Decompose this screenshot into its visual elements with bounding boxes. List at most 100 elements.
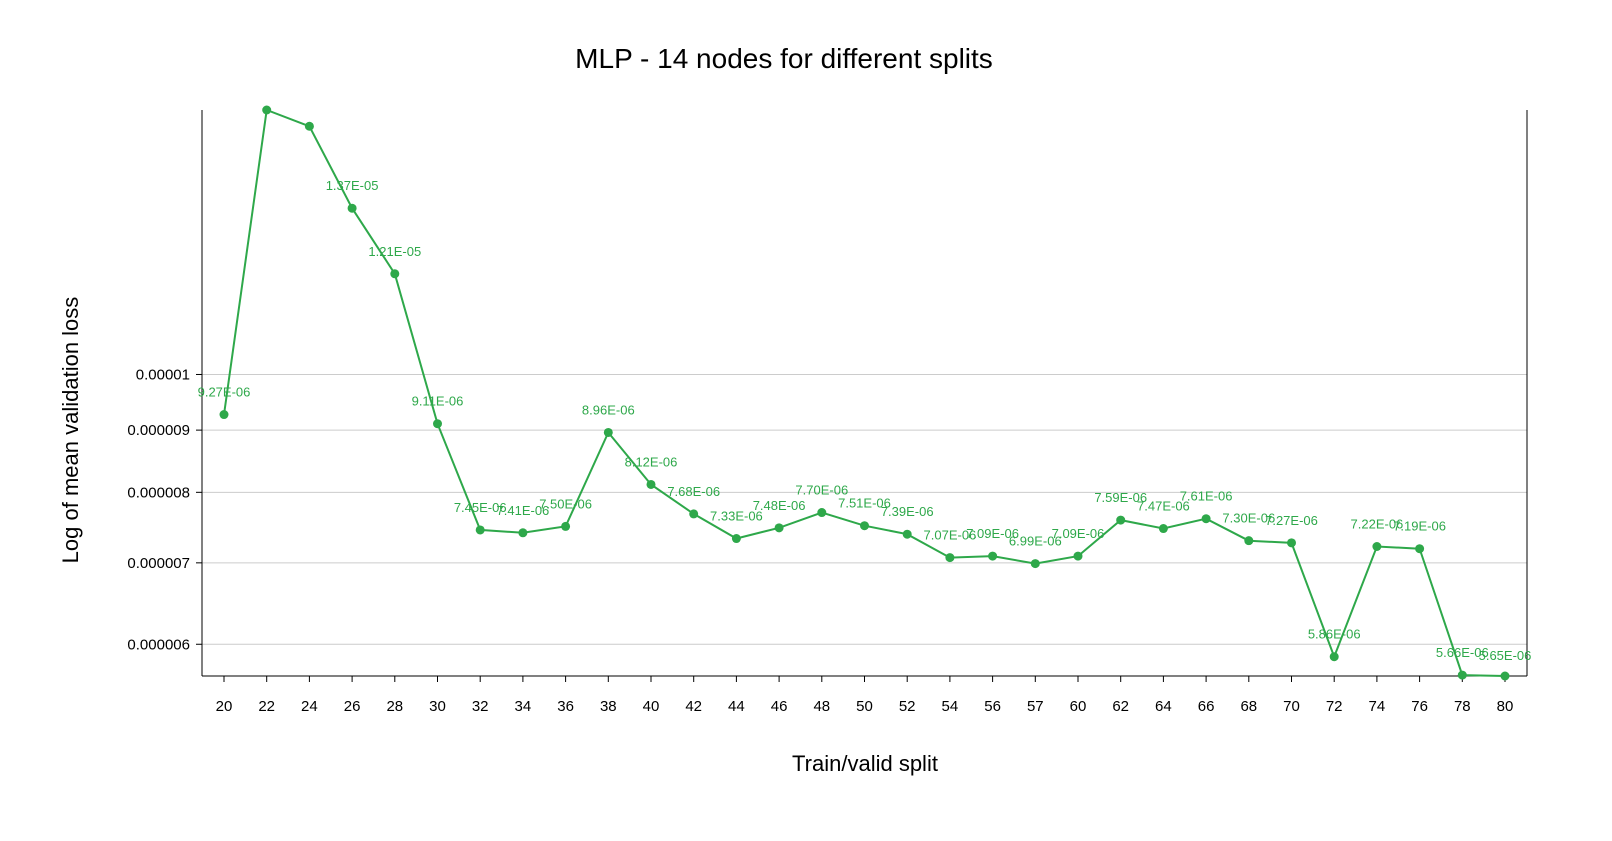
data-label-30: 5.65E-06 <box>1479 648 1532 663</box>
data-label-28: 7.19E-06 <box>1393 519 1446 534</box>
y-tick-label-3: 0.000009 <box>127 422 190 439</box>
data-point-14 <box>817 508 827 518</box>
data-point-5 <box>433 419 442 429</box>
data-labels: 9.27E-06 1.37E-05 1.21E-05 9.11E-06 7.45E-06… <box>198 178 1532 663</box>
data-label-20: 7.09E-06 <box>1052 526 1105 541</box>
data-point-9 <box>603 427 613 437</box>
x-tick-label-24: 68 <box>1240 698 1257 715</box>
data-label-3: 1.37E-05 <box>326 178 379 193</box>
x-tick-label-13: 46 <box>771 698 788 715</box>
x-tick-label-14: 48 <box>813 698 830 715</box>
x-tick-label-23: 66 <box>1198 698 1215 715</box>
data-point-12 <box>731 534 741 544</box>
chart-title: MLP - 14 nodes for different splits <box>575 43 993 74</box>
x-tick-label-1: 22 <box>258 698 275 715</box>
x-tick-label-8: 36 <box>557 698 574 715</box>
x-tick-label-16: 52 <box>899 698 916 715</box>
x-tick-label-15: 50 <box>856 698 873 715</box>
data-label-4: 1.21E-05 <box>368 244 421 259</box>
data-point-7 <box>518 528 528 538</box>
data-label-12: 7.33E-06 <box>710 509 763 524</box>
x-ticks: 20 22 24 26 28 30 32 34 36 38 40 42 44 46 48 50 52 54 56 57… <box>216 676 1514 715</box>
x-tick-label-26: 72 <box>1326 698 1343 715</box>
data-point-29 <box>1457 670 1467 680</box>
data-label-29: 5.66E-06 <box>1436 645 1489 660</box>
x-tick-label-21: 62 <box>1112 698 1129 715</box>
data-point-17 <box>945 553 955 563</box>
x-tick-label-6: 32 <box>472 698 489 715</box>
data-label-25: 7.27E-06 <box>1265 513 1318 528</box>
x-tick-label-22: 64 <box>1155 698 1172 715</box>
x-tick-label-20: 60 <box>1070 698 1087 715</box>
data-point-20 <box>1073 551 1083 561</box>
y-tick-label-4: 0.00001 <box>136 366 190 383</box>
data-label-21: 7.59E-06 <box>1094 490 1147 505</box>
data-label-11: 7.68E-06 <box>667 484 720 499</box>
data-point-25 <box>1287 538 1296 548</box>
data-point-2 <box>304 121 314 131</box>
data-point-15 <box>860 521 869 531</box>
data-label-8: 7.50E-06 <box>539 496 592 511</box>
x-tick-label-4: 28 <box>386 698 403 715</box>
data-point-27 <box>1372 542 1382 552</box>
data-label-13: 7.48E-06 <box>753 498 806 513</box>
data-label-15: 7.51E-06 <box>838 496 891 511</box>
data-label-23: 7.61E-06 <box>1180 489 1233 504</box>
data-label-19: 6.99E-06 <box>1009 534 1062 549</box>
x-tick-label-9: 38 <box>600 698 617 715</box>
data-label-27: 7.22E-06 <box>1351 517 1404 532</box>
data-point-24 <box>1244 536 1254 546</box>
data-label-9: 8.96E-06 <box>582 402 635 417</box>
x-tick-label-7: 34 <box>515 698 532 715</box>
data-point-23 <box>1201 514 1211 524</box>
x-tick-label-28: 76 <box>1411 698 1428 715</box>
data-point-4 <box>390 269 400 279</box>
x-tick-label-30: 80 <box>1497 698 1514 715</box>
x-tick-label-5: 30 <box>429 698 446 715</box>
x-tick-label-27: 74 <box>1369 698 1386 715</box>
data-point-30 <box>1500 671 1510 681</box>
axes <box>201 110 1528 677</box>
data-point-1 <box>262 105 272 115</box>
x-tick-label-11: 42 <box>685 698 702 715</box>
data-label-17: 7.07E-06 <box>924 528 977 543</box>
x-tick-label-12: 44 <box>728 698 745 715</box>
data-label-10: 8.12E-06 <box>625 454 678 469</box>
data-label-22: 7.47E-06 <box>1137 499 1190 514</box>
y-tick-label-1: 0.000007 <box>127 555 190 572</box>
data-point-8 <box>561 521 571 531</box>
data-point-13 <box>774 523 784 533</box>
y-tick-label-2: 0.000008 <box>127 484 190 501</box>
data-point-28 <box>1415 544 1425 554</box>
data-label-16: 7.39E-06 <box>881 504 934 519</box>
y-tick-label-0: 0.000006 <box>127 636 190 653</box>
x-tick-label-10: 40 <box>643 698 660 715</box>
data-label-5: 9.11E-06 <box>412 394 464 409</box>
data-point-26 <box>1329 652 1339 662</box>
data-label-18: 7.09E-06 <box>966 526 1019 541</box>
x-tick-label-19: 57 <box>1027 698 1044 715</box>
y-axis-label: Log of mean validation loss <box>58 297 83 564</box>
x-tick-label-25: 70 <box>1283 698 1300 715</box>
data-label-26: 5.86E-06 <box>1308 627 1361 642</box>
data-point-0 <box>219 410 229 420</box>
data-point-16 <box>902 529 912 539</box>
x-tick-label-17: 54 <box>942 698 959 715</box>
data-point-18 <box>988 551 998 561</box>
data-label-14: 7.70E-06 <box>795 483 848 498</box>
data-point-21 <box>1116 515 1126 525</box>
x-tick-label-18: 56 <box>984 698 1001 715</box>
data-point-22 <box>1158 524 1168 534</box>
x-tick-label-3: 26 <box>344 698 361 715</box>
x-tick-label-29: 78 <box>1454 698 1471 715</box>
x-tick-label-0: 20 <box>216 698 233 715</box>
x-axis-label: Train/valid split <box>792 751 938 776</box>
data-points <box>219 105 1510 681</box>
data-point-3 <box>347 203 357 213</box>
y-ticks: 0.000006 0.000007 0.000008 0.000009 0.00001 <box>127 366 202 653</box>
data-label-0: 9.27E-06 <box>198 385 251 400</box>
data-point-19 <box>1030 559 1040 569</box>
data-point-6 <box>475 525 485 535</box>
x-tick-label-2: 24 <box>301 698 318 715</box>
